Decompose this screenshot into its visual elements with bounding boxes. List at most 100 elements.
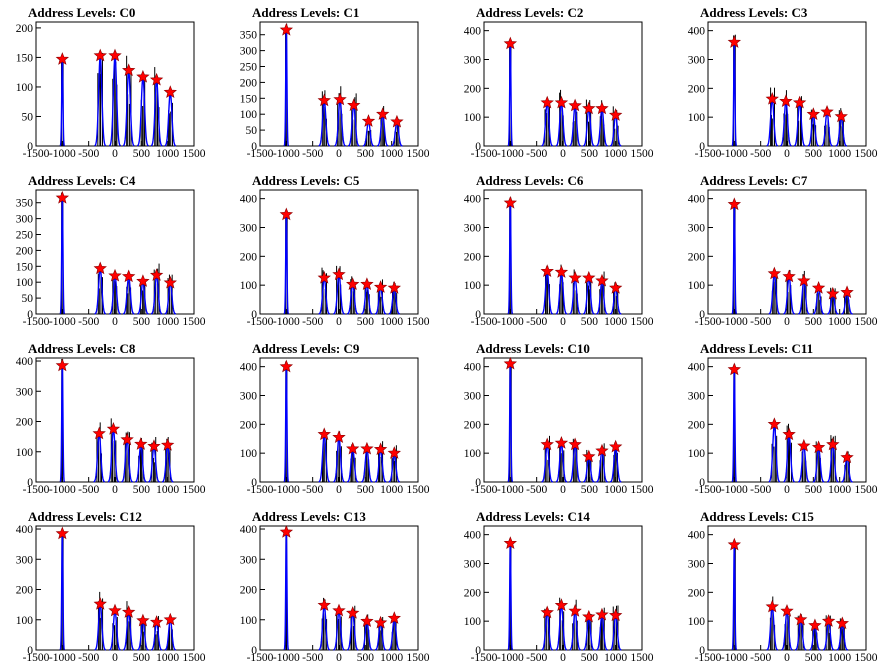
x-tick-label: 1500 (407, 652, 430, 664)
fit-curve (283, 214, 290, 315)
peak-marker (767, 266, 782, 280)
peak-marker (554, 436, 569, 449)
x-tick-label: -1500 (247, 316, 274, 328)
peak-marker (608, 108, 623, 121)
peak-marker (387, 281, 401, 294)
x-tick-label: 500 (133, 652, 151, 664)
y-tick-label: 400 (240, 362, 258, 374)
y-tick-label: 200 (464, 419, 482, 431)
peak-marker (279, 22, 294, 36)
x-tick-label: 0 (336, 652, 342, 664)
y-tick-label: 50 (22, 111, 34, 123)
fit-curve (507, 363, 514, 483)
x-tick-label: 0 (784, 652, 790, 664)
peak-marker (122, 63, 136, 77)
y-tick-label: 100 (464, 616, 482, 628)
peak-marker (120, 432, 134, 446)
x-tick-label: -1000 (273, 652, 300, 664)
chart-title: Address Levels: C10 (476, 341, 590, 356)
fit-curve (318, 602, 331, 651)
peak-marker (727, 35, 742, 48)
x-tick-label: 500 (805, 316, 823, 328)
peak-marker (333, 92, 347, 106)
x-tick-label: 0 (336, 148, 342, 160)
peak-marker (346, 277, 360, 290)
peak-marker (108, 603, 122, 617)
peak-marker (92, 426, 106, 440)
x-tick-label: -1500 (23, 316, 50, 328)
y-tick-label: 100 (240, 448, 258, 460)
chart-title: Address Levels: C4 (28, 173, 136, 188)
peak-marker (835, 616, 849, 630)
chart-panel-3: Address Levels: C3 0 100 200 300 400 -1500 -100… (688, 5, 878, 160)
peak-marker (554, 95, 569, 109)
x-tick-label: -1500 (695, 148, 722, 160)
y-tick-label: 0 (251, 141, 257, 153)
x-tick-label: 500 (357, 652, 375, 664)
x-tick-label: -1500 (23, 148, 50, 160)
x-tick-label: -500 (78, 148, 99, 160)
x-tick-label: 0 (112, 652, 118, 664)
peak-marker (387, 611, 401, 624)
peak-marker (346, 441, 360, 455)
chart-title: Address Levels: C9 (252, 341, 360, 356)
chart-panel-0: Address Levels: C0 0 50 100 150 200 -1500 -1000… (16, 5, 206, 160)
peak-marker (93, 261, 107, 275)
peak-marker (808, 618, 822, 632)
x-tick-label: 1000 (380, 316, 403, 328)
peak-marker (134, 437, 148, 450)
fit-curve (59, 59, 66, 147)
y-tick-label: 200 (464, 83, 482, 95)
x-tick-label: 500 (581, 484, 599, 496)
y-tick-label: 200 (240, 419, 258, 431)
x-tick-label: 1000 (828, 148, 851, 160)
y-tick-label: 50 (246, 125, 258, 137)
chart-panel-9: Address Levels: C9 0 100 200 300 400 -1500 -100… (240, 341, 430, 496)
fit-curve (93, 430, 106, 483)
x-tick-label: 0 (560, 652, 566, 664)
x-tick-label: -500 (78, 652, 99, 664)
peak-marker (503, 36, 518, 50)
y-tick-label: 400 (240, 194, 258, 206)
peak-marker (582, 101, 596, 115)
x-tick-label: 1500 (183, 148, 206, 160)
peak-marker (55, 52, 70, 65)
fit-curve (569, 608, 581, 651)
x-tick-label: 500 (805, 484, 823, 496)
peak-marker (361, 114, 376, 127)
chart-panel-6: Address Levels: C6 0 100 200 300 400 -1500 -100… (464, 173, 654, 328)
x-tick-label: -1000 (49, 316, 76, 328)
y-tick-label: 100 (464, 112, 482, 124)
fit-curve (555, 100, 568, 147)
y-tick-label: 100 (464, 448, 482, 460)
x-tick-label: 500 (133, 316, 151, 328)
x-tick-label: -1500 (471, 316, 498, 328)
peak-marker (108, 268, 122, 282)
peak-marker (279, 525, 294, 538)
y-tick-label: 200 (240, 585, 258, 597)
y-tick-label: 0 (27, 477, 33, 489)
x-tick-label: -500 (526, 316, 547, 328)
fit-curve (555, 602, 568, 651)
x-tick-label: -500 (78, 484, 99, 496)
y-tick-label: 100 (464, 280, 482, 292)
peak-marker (376, 107, 390, 120)
y-tick-label: 300 (688, 54, 706, 66)
peak-marker (782, 269, 796, 283)
peak-marker (279, 359, 294, 373)
peak-marker (820, 104, 834, 118)
peak-marker (390, 114, 404, 128)
y-tick-label: 200 (240, 77, 258, 89)
y-tick-label: 200 (688, 83, 706, 95)
y-tick-label: 100 (688, 616, 706, 628)
y-tick-label: 400 (16, 524, 34, 536)
y-tick-label: 100 (240, 615, 258, 627)
y-tick-label: 300 (240, 390, 258, 402)
fit-curve (164, 281, 177, 315)
x-tick-label: -500 (750, 316, 771, 328)
peak-marker (317, 598, 331, 611)
peak-marker (373, 442, 388, 456)
y-tick-label: 150 (16, 261, 34, 273)
y-tick-label: 300 (464, 390, 482, 402)
peak-marker (568, 270, 582, 284)
